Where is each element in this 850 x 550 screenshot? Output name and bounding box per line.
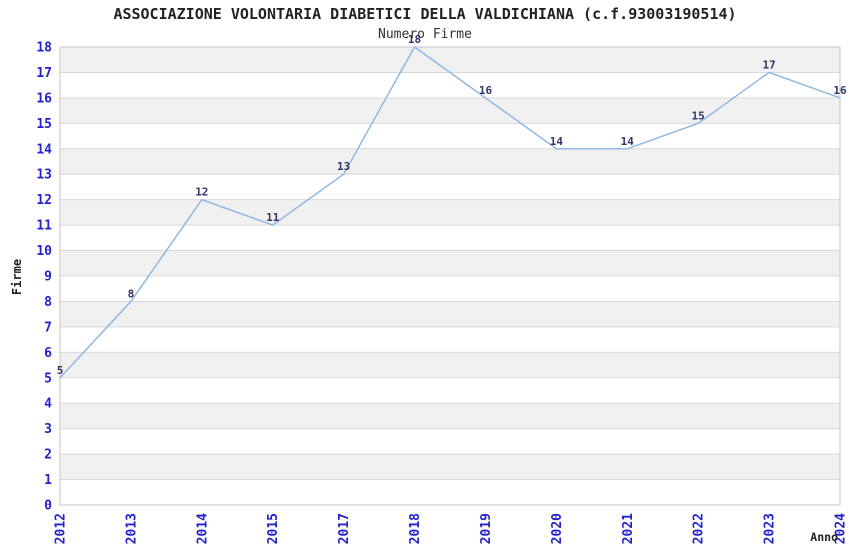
- data-point-label: 17: [762, 58, 775, 71]
- data-point-label: 15: [692, 109, 705, 122]
- y-tick-label: 1: [44, 473, 52, 488]
- x-tick-label: 2019: [479, 513, 494, 544]
- y-axis-title: Firme: [10, 258, 24, 296]
- plot-band: [60, 148, 840, 175]
- y-tick-label: 10: [36, 244, 52, 259]
- chart-subtitle: Numero Firme: [378, 27, 472, 42]
- plot-border: [59, 46, 841, 506]
- x-tick-label: 2021: [621, 513, 636, 544]
- y-tick-label: 6: [44, 346, 52, 361]
- x-tick-label: 2017: [337, 513, 352, 544]
- data-point-label: 16: [479, 84, 493, 97]
- plot-band: [60, 47, 840, 73]
- y-tick-label: 0: [44, 499, 52, 514]
- plot-band: [60, 276, 840, 302]
- y-tick-label: 11: [36, 219, 52, 234]
- y-tick-label: 16: [36, 91, 52, 106]
- data-point-label: 5: [57, 364, 64, 377]
- plot-band: [60, 326, 840, 353]
- y-tick-label: 14: [36, 142, 52, 157]
- plot-band: [60, 301, 840, 327]
- data-point-label: 11: [266, 211, 280, 224]
- y-tick-label: 8: [44, 295, 52, 310]
- x-tick-label: 2015: [266, 513, 281, 544]
- plot-band: [60, 123, 840, 149]
- x-tick-label: 2013: [124, 513, 139, 544]
- data-point-label: 13: [337, 160, 350, 173]
- y-tick-label: 17: [36, 66, 52, 81]
- y-tick-label: 18: [36, 41, 52, 56]
- plot-band: [60, 174, 840, 200]
- x-tick-label: 2024: [834, 513, 849, 544]
- x-tick-label: 2014: [195, 513, 210, 544]
- x-axis-title: Anno: [810, 530, 838, 544]
- plot-band: [60, 250, 840, 276]
- plot-band: [60, 479, 840, 505]
- x-tick-label: 2023: [763, 513, 778, 544]
- data-point-label: 12: [195, 186, 208, 199]
- plot-band: [60, 454, 840, 480]
- data-point-label: 18: [408, 33, 421, 46]
- plot-band: [60, 72, 840, 98]
- y-tick-label: 5: [44, 371, 52, 386]
- y-tick-label: 7: [44, 320, 52, 335]
- plot-band: [60, 352, 840, 378]
- y-tick-label: 13: [36, 168, 52, 183]
- data-point-label: 16: [833, 84, 847, 97]
- y-tick-label: 9: [44, 270, 52, 285]
- data-point-label: 14: [621, 135, 635, 148]
- plot-band: [60, 97, 840, 124]
- x-tick-label: 2018: [408, 513, 423, 544]
- plot-band: [60, 428, 840, 455]
- data-point-label: 14: [550, 135, 564, 148]
- y-tick-label: 12: [36, 193, 52, 208]
- x-tick-label: 2020: [550, 513, 565, 544]
- y-tick-label: 15: [36, 117, 52, 132]
- x-tick-label: 2022: [692, 513, 707, 544]
- data-point-label: 8: [128, 287, 135, 300]
- data-line: [59, 46, 841, 379]
- y-tick-label: 3: [44, 422, 52, 437]
- plot-band: [60, 199, 840, 226]
- plot-band: [60, 225, 840, 251]
- plot-band: [60, 403, 840, 429]
- y-tick-label: 2: [44, 448, 52, 463]
- x-tick-label: 2012: [54, 513, 69, 544]
- plot-band: [60, 377, 840, 404]
- chart-title: ASSOCIAZIONE VOLONTARIA DIABETICI DELLA …: [113, 5, 737, 23]
- y-tick-label: 4: [44, 397, 52, 412]
